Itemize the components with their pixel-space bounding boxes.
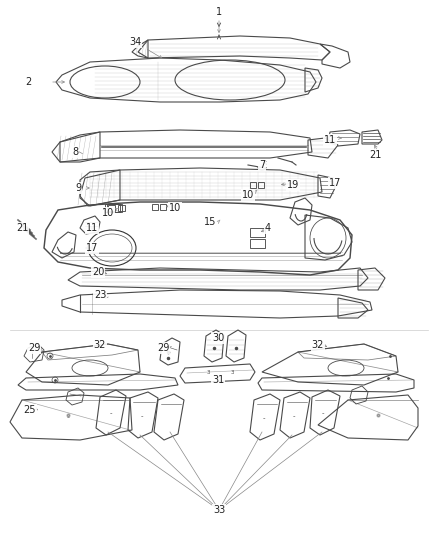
Text: 2: 2	[25, 77, 31, 87]
Text: 11: 11	[324, 135, 336, 145]
Text: 32: 32	[94, 340, 106, 350]
Text: -: -	[67, 414, 70, 423]
Text: 10: 10	[242, 190, 254, 200]
Text: -: -	[110, 410, 112, 416]
Text: 31: 31	[212, 375, 224, 385]
Text: 23: 23	[94, 290, 106, 300]
Text: 8: 8	[72, 147, 78, 157]
Text: 3: 3	[230, 370, 234, 376]
Text: 29: 29	[157, 343, 169, 353]
Text: 4: 4	[265, 223, 271, 233]
Text: 3: 3	[206, 370, 210, 376]
Text: 7: 7	[259, 160, 265, 170]
Text: 1: 1	[216, 7, 222, 17]
Text: 25: 25	[24, 405, 36, 415]
Text: 17: 17	[329, 178, 341, 188]
Text: -: -	[141, 413, 143, 419]
Text: 9: 9	[75, 183, 81, 193]
Text: 19: 19	[287, 180, 299, 190]
Text: 34: 34	[129, 37, 141, 47]
Text: 30: 30	[212, 333, 224, 343]
Text: -: -	[263, 415, 265, 421]
Text: 10: 10	[102, 208, 114, 218]
Text: 29: 29	[28, 343, 40, 353]
Text: -: -	[322, 410, 324, 416]
Text: 15: 15	[204, 217, 216, 227]
Text: 20: 20	[92, 267, 104, 277]
Text: 32: 32	[312, 340, 324, 350]
Text: 10: 10	[169, 203, 181, 213]
Text: 21: 21	[16, 223, 28, 233]
Text: 11: 11	[86, 223, 98, 233]
Text: -: -	[293, 413, 295, 419]
Text: 33: 33	[213, 505, 225, 515]
Text: 21: 21	[369, 150, 381, 160]
Text: 17: 17	[86, 243, 98, 253]
